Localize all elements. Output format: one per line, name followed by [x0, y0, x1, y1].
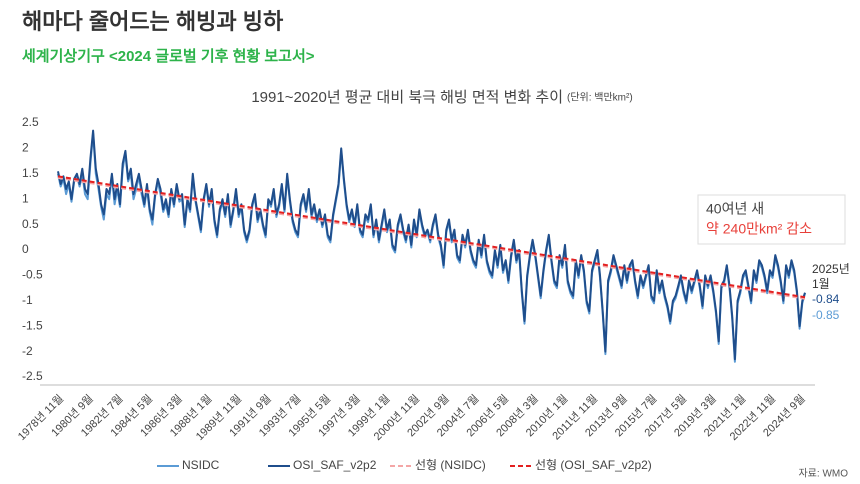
y-tick-label: -1.5: [22, 318, 43, 332]
y-tick-label: 1: [22, 191, 29, 205]
callout-box: [697, 194, 846, 245]
legend-label: OSI_SAF_v2p2: [293, 458, 377, 472]
source: 자료: WMO: [798, 468, 848, 480]
y-tick-label: 1.5: [22, 166, 39, 180]
legend-label: 선형 (NSIDC): [415, 458, 486, 472]
y-tick-label: -1: [22, 293, 33, 307]
y-tick-label: -2: [22, 344, 33, 358]
y-tick-label: 2.5: [22, 115, 39, 129]
trend-line: [57, 175, 806, 299]
legend-label: 선형 (OSI_SAF_v2p2): [535, 458, 652, 472]
callout-text: 약 240만km² 감소: [706, 221, 812, 237]
unit: (단위: 백만km²): [567, 91, 633, 104]
y-tick-label: 0.5: [22, 217, 39, 231]
title: 해마다 줄어드는 해빙과 빙하: [22, 9, 284, 34]
y-tick-label: -2.5: [22, 369, 43, 383]
end-date: 1월: [812, 277, 830, 291]
trend-line: [57, 176, 806, 300]
chart-title: 1991~2020년 평균 대비 북극 해빙 면적 변화 추이: [251, 89, 563, 106]
y-tick-label: 2: [22, 141, 29, 155]
series-line: [57, 129, 806, 361]
subtitle: 세계기상기구 <2024 글로벌 기후 현황 보고서>: [22, 47, 315, 65]
legend-label: NSIDC: [182, 458, 220, 472]
value-label: -0.84: [812, 292, 840, 306]
y-tick-label: -0.5: [22, 268, 43, 282]
y-tick-label: 0: [22, 242, 29, 256]
end-date: 2025년: [812, 262, 850, 276]
value-label: -0.85: [812, 308, 840, 322]
callout-text: 40여년 새: [706, 201, 764, 217]
